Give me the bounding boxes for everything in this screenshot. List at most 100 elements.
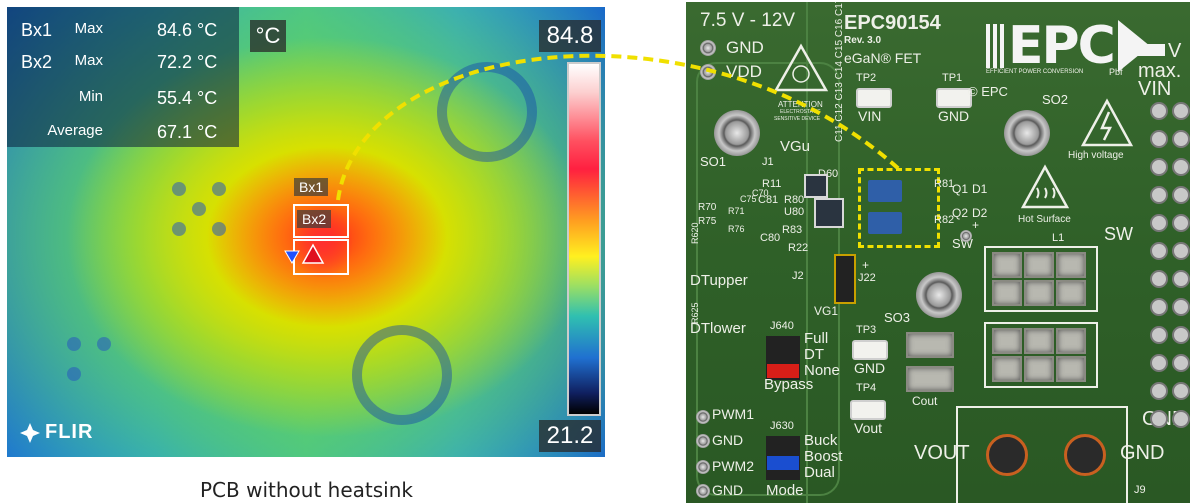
mode-label: Mode bbox=[766, 482, 804, 499]
buck-label: Buck bbox=[804, 432, 838, 449]
fet-q2 bbox=[868, 212, 902, 234]
cap-bank-labels: C11 C12 C13 C14 C15 C16 C17 bbox=[834, 2, 845, 142]
stat-label: Min bbox=[78, 88, 103, 105]
j630-label: J630 bbox=[770, 420, 794, 432]
output-capacitor bbox=[906, 332, 954, 358]
thermal-pad bbox=[67, 367, 81, 381]
vout-big-label: VOUT bbox=[914, 442, 970, 464]
r75-label: R75 bbox=[698, 216, 717, 227]
sw-test-hole[interactable] bbox=[960, 230, 972, 242]
test-point-tp3[interactable] bbox=[852, 340, 888, 360]
vgu-label: VGu bbox=[780, 138, 811, 155]
gnd-big-label: GND bbox=[1120, 442, 1165, 464]
vout-small-label: Vout bbox=[854, 420, 883, 436]
stat-label: Average bbox=[47, 122, 103, 139]
gnd-terminal[interactable] bbox=[1064, 434, 1106, 476]
hot-surface-icon bbox=[1020, 164, 1070, 209]
r82-label: R82 bbox=[934, 214, 955, 226]
plus-marker: + bbox=[972, 218, 980, 232]
terminal-screw bbox=[700, 40, 716, 56]
test-point-tp4[interactable] bbox=[850, 400, 886, 420]
stat-value: 72.2 °C bbox=[157, 52, 218, 72]
thermal-screw-ring bbox=[437, 62, 537, 162]
jumper-cap-red[interactable] bbox=[767, 364, 799, 378]
high-voltage-label: High voltage bbox=[1068, 150, 1124, 161]
pcb-photo: 7.5 V - 12V GND VDD EPC90154 Rev. 3.0 eG… bbox=[686, 2, 1190, 503]
input-range-label: 7.5 V - 12V bbox=[700, 10, 796, 31]
board-revision: Rev. 3.0 bbox=[844, 35, 882, 46]
solder-pad bbox=[1056, 328, 1086, 354]
scale-max-value: 84.8 bbox=[539, 20, 601, 52]
l1-label: L1 bbox=[1052, 232, 1065, 244]
test-point-tp2[interactable] bbox=[856, 88, 892, 108]
egan-label: eGaN® FET bbox=[844, 50, 922, 66]
image-caption: PCB without heatsink bbox=[200, 478, 413, 502]
so2-label: SO2 bbox=[1042, 92, 1069, 107]
r80-label: R80 bbox=[784, 194, 805, 206]
so1-label: SO1 bbox=[700, 154, 727, 169]
thermal-pad bbox=[192, 202, 206, 216]
header-j22[interactable] bbox=[834, 254, 856, 304]
measurement-panel: Bx1 Max 84.6 °C Bx2 Max 72.2 °C Min 55.4… bbox=[7, 7, 239, 147]
solder-pad bbox=[1024, 356, 1054, 382]
inductor-outline-lower bbox=[984, 322, 1098, 388]
stat-box-name: Bx2 bbox=[21, 52, 53, 72]
j640-label: J640 bbox=[770, 320, 794, 332]
standoff-so2 bbox=[1004, 110, 1050, 156]
solder-pad bbox=[992, 356, 1022, 382]
cout-label: Cout bbox=[912, 394, 938, 408]
max-marker-icon bbox=[301, 243, 325, 264]
max-min-markers bbox=[284, 243, 325, 264]
tp2-label: TP2 bbox=[856, 72, 877, 84]
inductor-outline bbox=[984, 246, 1098, 312]
d1-label: D1 bbox=[972, 182, 988, 196]
jumper-cap-blue[interactable] bbox=[767, 456, 799, 470]
test-point-tp1[interactable] bbox=[936, 88, 972, 108]
standoff-so1 bbox=[714, 110, 760, 156]
q2-label: Q2 bbox=[952, 206, 969, 220]
u80-label: U80 bbox=[784, 206, 805, 218]
j22-label: J22 bbox=[858, 272, 876, 284]
solder-pad bbox=[992, 252, 1022, 278]
dt-label: DT bbox=[804, 346, 824, 363]
boost-label: Boost bbox=[804, 448, 843, 465]
c70-label: C70 bbox=[752, 188, 769, 198]
attention-sub1: ELECTROSTATIC bbox=[780, 109, 821, 115]
c80-label: C80 bbox=[760, 232, 781, 244]
max-vin-bar bbox=[1131, 44, 1165, 56]
thermal-image: Bx1 Max 84.6 °C Bx2 Max 72.2 °C Min 55.4… bbox=[7, 7, 605, 457]
max-vin-vin: VIN bbox=[1138, 78, 1172, 100]
pwm1-label: PWM1 bbox=[712, 406, 754, 422]
max-vin-max: max. bbox=[1138, 60, 1182, 82]
terminal-screw bbox=[696, 410, 710, 424]
r620-label: R620 bbox=[690, 222, 700, 244]
q1-label: Q1 bbox=[952, 182, 969, 196]
vout-terminal[interactable] bbox=[986, 434, 1028, 476]
hot-surface-label: Hot Surface bbox=[1018, 214, 1071, 225]
j2-label: J2 bbox=[792, 270, 804, 282]
r76-label: R76 bbox=[728, 224, 745, 234]
scale-min-value: 21.2 bbox=[539, 420, 601, 452]
tp1-label: TP1 bbox=[942, 72, 963, 84]
stat-label: Max bbox=[74, 20, 103, 37]
epc-logo-text: EPC bbox=[1008, 16, 1116, 76]
sw-big-label: SW bbox=[1104, 224, 1133, 244]
high-voltage-icon bbox=[1080, 98, 1134, 147]
thermal-pad bbox=[212, 182, 226, 196]
tp4-label: TP4 bbox=[856, 382, 877, 394]
gnd2-label: GND bbox=[712, 482, 744, 498]
terminal-screw bbox=[696, 484, 710, 498]
unit-badge: °C bbox=[250, 20, 286, 52]
solder-pad bbox=[1056, 280, 1086, 306]
box2-rect bbox=[293, 204, 349, 238]
attention-label: ATTENTION bbox=[778, 100, 823, 109]
flir-logo-text: FLIR bbox=[45, 421, 94, 443]
tp3-gnd-label: GND bbox=[854, 360, 886, 376]
thermal-pad bbox=[172, 222, 186, 236]
box1-label: Bx1 bbox=[294, 178, 329, 196]
flir-emblem-icon bbox=[20, 422, 40, 443]
solder-pad bbox=[1024, 252, 1054, 278]
jumper-j640[interactable] bbox=[766, 336, 800, 380]
full-label: Full bbox=[804, 330, 829, 347]
jumper-j630[interactable] bbox=[766, 436, 800, 480]
